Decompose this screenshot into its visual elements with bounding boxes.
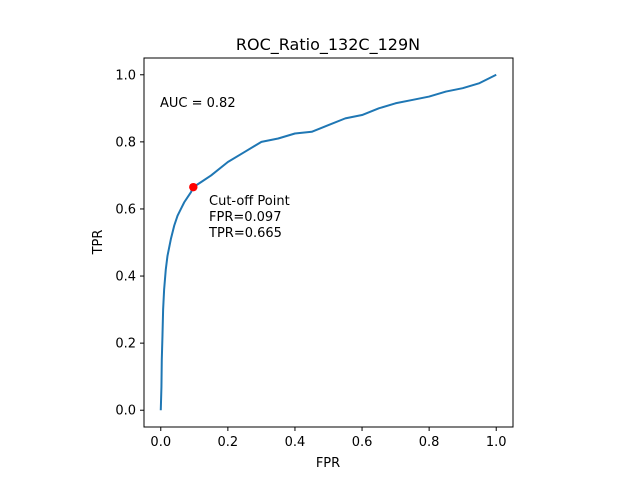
y-tick-label: 1.0 <box>115 68 136 83</box>
y-tick-label: 0.8 <box>115 135 136 150</box>
y-axis: 0.0 0.2 0.4 0.6 0.8 1.0 <box>115 68 144 419</box>
y-axis-label: TPR <box>91 230 106 256</box>
cutoff-point-marker <box>189 182 198 192</box>
x-tick-label: 0.4 <box>285 435 306 450</box>
x-tick-label: 1.0 <box>486 435 507 450</box>
x-tick-label: 0.6 <box>352 435 373 450</box>
y-tick-label: 0.6 <box>115 202 136 217</box>
y-tick-label: 0.4 <box>115 270 136 285</box>
cutoff-label-line2: FPR=0.097 <box>209 210 281 225</box>
y-tick-label: 0.0 <box>115 404 136 419</box>
x-tick-label: 0.8 <box>419 435 440 450</box>
x-tick-label: 0.2 <box>218 435 239 450</box>
cutoff-label-line1: Cut-off Point <box>209 194 290 209</box>
chart-title: ROC_Ratio_132C_129N <box>236 35 420 55</box>
y-tick-label: 0.2 <box>115 337 136 352</box>
x-tick-label: 0.0 <box>150 435 171 450</box>
x-axis: 0.0 0.2 0.4 0.6 0.8 1.0 <box>150 427 507 450</box>
roc-curve-line <box>159 73 497 411</box>
cutoff-label-line3: TPR=0.665 <box>208 226 282 241</box>
auc-label: AUC = 0.82 <box>160 96 236 111</box>
x-axis-label: FPR <box>316 456 340 471</box>
plot-area <box>143 57 514 428</box>
